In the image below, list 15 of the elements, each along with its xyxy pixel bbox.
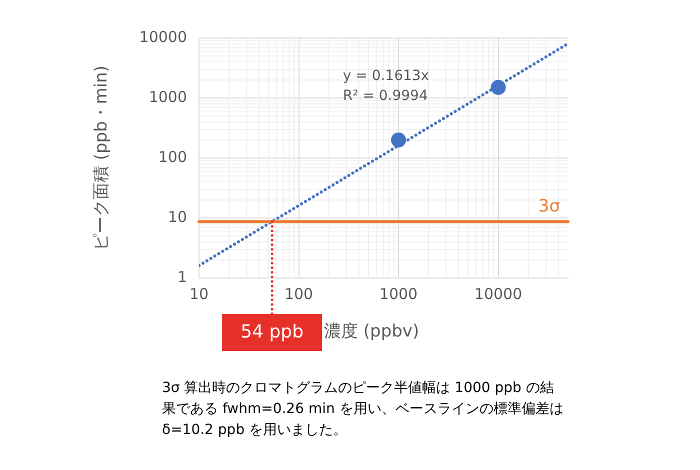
y-axis-title: ピーク面積 (ppb・min) — [92, 65, 112, 251]
y-tick-label: 100 — [158, 148, 187, 166]
y-tick-label: 10000 — [139, 28, 187, 46]
x-tick-label: 10000 — [474, 284, 522, 303]
x-axis-title: 濃度 (ppbv) — [324, 321, 420, 342]
annotation: y = 0.1613x R² = 0.9994 — [342, 68, 430, 104]
y-tick-label: 1000 — [148, 88, 187, 106]
ref-line-label: 54 ppb — [240, 322, 304, 343]
text: 3σ 算出時のクロマトグラムのピーク半値幅は 1000 ppb の結果である fwhm=0.26 min を用い、ベースラインの標準偏差は δ=10.2 ppb を用いました。 — [162, 379, 564, 440]
y-tick-label: 1 — [177, 268, 187, 286]
ref-line-label: 3σ — [538, 196, 560, 217]
x-tick-label: 10 — [189, 284, 209, 303]
x-tick-label: 100 — [284, 284, 314, 303]
x-tick-label: 1000 — [379, 284, 418, 303]
y-tick-label: 10 — [168, 208, 187, 226]
